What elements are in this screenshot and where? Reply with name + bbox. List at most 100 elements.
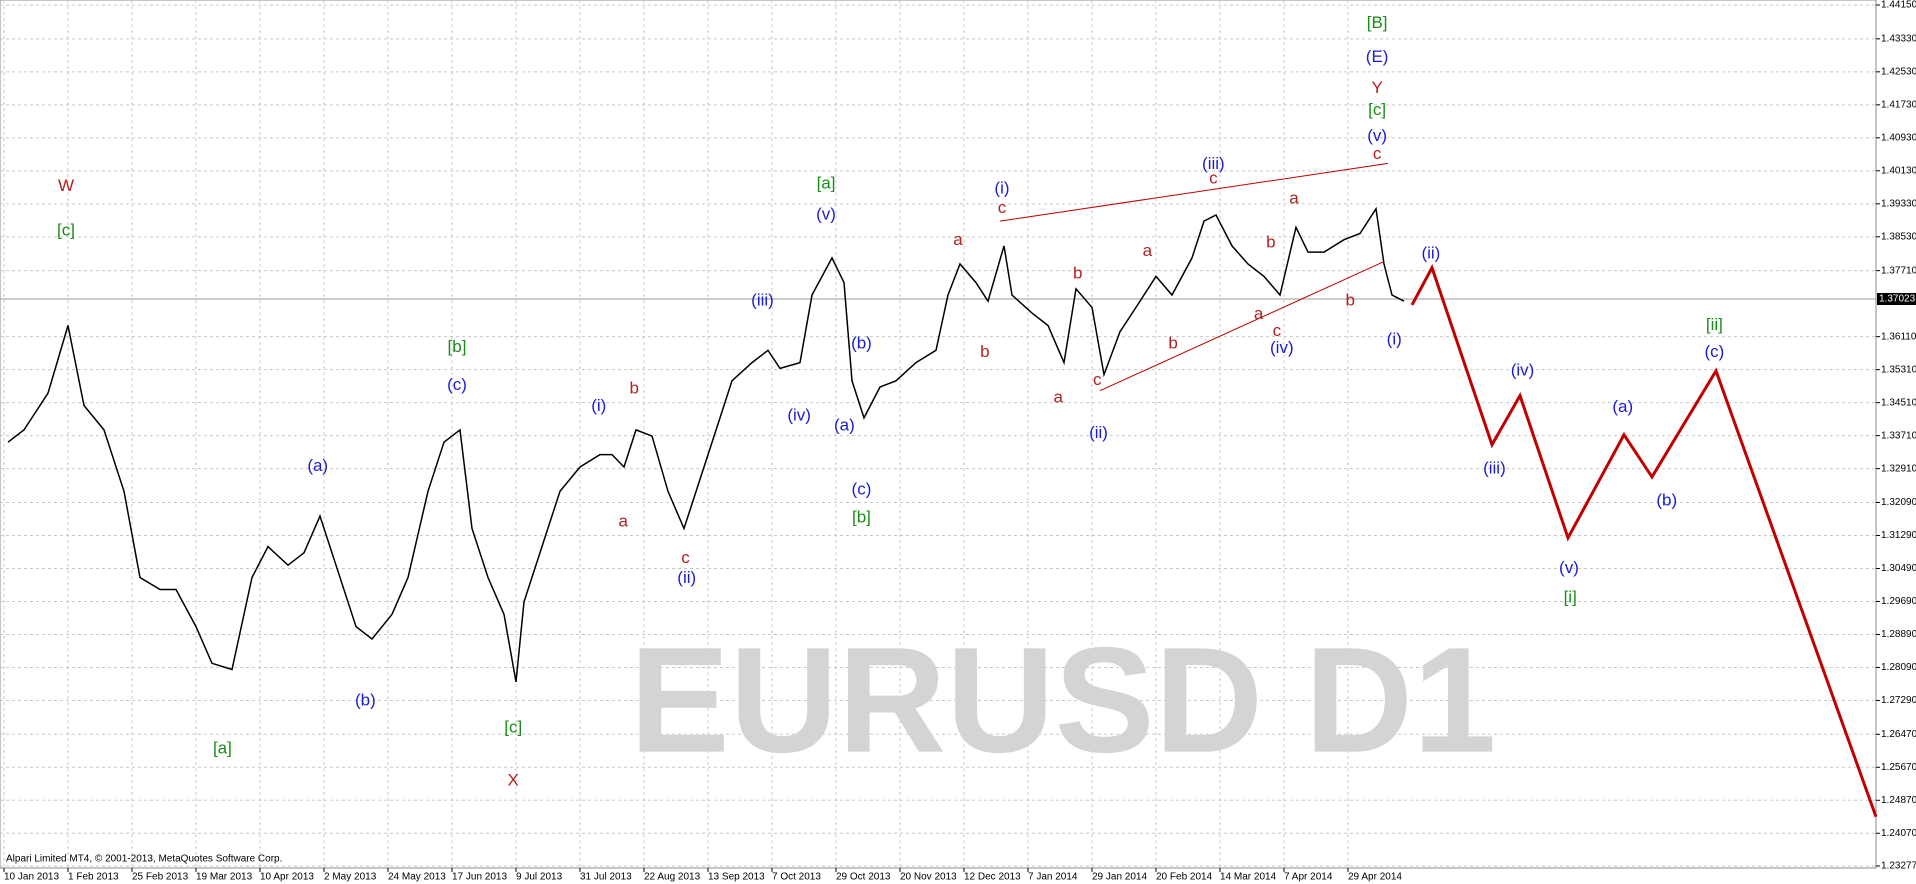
y-tick-label: 1.34510 (1881, 397, 1916, 408)
wave-label: a (1143, 241, 1153, 260)
wave-label: (c) (447, 375, 467, 394)
y-tick-label: 1.33710 (1881, 430, 1916, 441)
x-tick-label: 7 Apr 2014 (1284, 872, 1333, 883)
x-tick-label: 7 Jan 2014 (1028, 872, 1078, 883)
wave-label: [i] (1564, 587, 1577, 606)
y-tick-label: 1.42530 (1881, 66, 1916, 77)
projection-line (1410, 264, 1878, 818)
x-tick-label: 14 Mar 2014 (1220, 872, 1277, 883)
wave-label: [c] (504, 718, 522, 737)
wave-label: a (618, 511, 628, 530)
y-tick-label: 1.32910 (1881, 463, 1916, 474)
wave-label: [B] (1367, 13, 1388, 32)
y-tick-label: 1.29690 (1881, 596, 1916, 607)
wave-label: (c) (1704, 342, 1724, 361)
wave-label: (iv) (1270, 338, 1294, 357)
y-tick-label: 1.37710 (1881, 265, 1916, 276)
wave-label: b (980, 342, 989, 361)
wave-label: (b) (355, 691, 376, 710)
wave-label: c (1209, 169, 1218, 188)
y-tick-label: 1.40930 (1881, 132, 1916, 143)
y-tick-label: 1.28090 (1881, 662, 1916, 673)
watermark: EURUSD D1 (630, 616, 1497, 784)
x-tick-label: 10 Apr 2013 (260, 872, 314, 883)
y-tick-label: 1.32090 (1881, 497, 1916, 508)
wave-label: (iv) (787, 406, 811, 425)
wave-label: (v) (1559, 558, 1579, 577)
wave-label: [a] (213, 738, 232, 757)
y-tick-label: 1.24070 (1881, 828, 1916, 839)
trendline (999, 162, 1389, 222)
wave-label: b (1346, 290, 1355, 309)
wave-label: (ii) (677, 568, 696, 587)
plot-area (0, 0, 1877, 869)
wave-label: (i) (994, 179, 1009, 198)
y-tick-label: 1.23277 (1881, 861, 1916, 872)
current-price-box (1877, 292, 1916, 305)
x-tick-label: 24 May 2013 (388, 872, 446, 883)
y-tick-label: 1.36110 (1881, 331, 1916, 342)
wave-label: [c] (1368, 100, 1386, 119)
wave-label: (iv) (1511, 360, 1535, 379)
x-tick-label: 22 Aug 2013 (644, 872, 701, 883)
x-tick-label: 17 Jun 2013 (452, 872, 507, 883)
y-tick-label: 1.27290 (1881, 695, 1916, 706)
wave-label: a (1254, 304, 1264, 323)
wave-label: c (681, 548, 690, 567)
price-line (7, 206, 1405, 683)
wave-label: (i) (591, 396, 606, 415)
x-tick-label: 20 Nov 2013 (900, 872, 957, 883)
wave-label: (iii) (1483, 458, 1506, 477)
x-tick-label: 7 Oct 2013 (772, 872, 821, 883)
y-tick-label: 1.35310 (1881, 364, 1916, 375)
wave-label: Y (1371, 78, 1382, 97)
wave-label: a (1053, 387, 1063, 406)
wave-label: a (1289, 188, 1299, 207)
y-tick-label: 1.39330 (1881, 198, 1916, 209)
wave-label: (b) (851, 333, 872, 352)
x-tick-label: 10 Jan 2013 (4, 872, 59, 883)
wave-label: b (1073, 263, 1082, 282)
y-tick-label: 1.38530 (1881, 231, 1916, 242)
wave-label: (b) (1656, 490, 1677, 509)
y-tick-label: 1.30490 (1881, 563, 1916, 574)
x-tick-label: 2 May 2013 (324, 872, 377, 883)
x-tick-label: 9 Jul 2013 (516, 872, 563, 883)
y-tick-label: 1.24870 (1881, 795, 1916, 806)
wave-label: (v) (1367, 126, 1387, 145)
wave-label: (a) (1612, 397, 1633, 416)
wave-label: W (58, 176, 74, 195)
y-tick-label: 1.40130 (1881, 165, 1916, 176)
wave-label: c (1273, 321, 1282, 340)
y-tick-label: 1.26470 (1881, 729, 1916, 740)
wave-label: (c) (852, 479, 872, 498)
x-tick-label: 1 Feb 2013 (68, 872, 119, 883)
wave-label: c (998, 198, 1007, 217)
y-tick-label: 1.28890 (1881, 629, 1916, 640)
wave-label: (iii) (751, 290, 774, 309)
current-price-label: 1.37023 (1879, 294, 1916, 305)
x-tick-label: 19 Mar 2013 (196, 872, 253, 883)
wave-label: (i) (1387, 330, 1402, 349)
wave-label: (ii) (1421, 244, 1440, 263)
wave-label: (E) (1366, 47, 1389, 66)
trendline (1099, 261, 1385, 392)
wave-label: a (953, 230, 963, 249)
wave-label: [b] (448, 337, 467, 356)
wave-label: [ii] (1706, 315, 1723, 334)
wave-label: X (508, 770, 519, 789)
wave-label: (iii) (1202, 154, 1225, 173)
wave-label: [a] (817, 174, 836, 193)
y-tick-label: 1.44150 (1881, 0, 1916, 11)
x-tick-label: 29 Jan 2014 (1092, 872, 1147, 883)
y-tick-label: 1.41730 (1881, 99, 1916, 110)
x-tick-label: 12 Dec 2013 (964, 872, 1021, 883)
x-tick-label: 29 Apr 2014 (1348, 872, 1402, 883)
wave-label: (a) (307, 456, 328, 475)
x-tick-label: 20 Feb 2014 (1156, 872, 1213, 883)
wave-label: c (1093, 370, 1102, 389)
wave-label: b (1266, 233, 1275, 252)
x-tick-label: 31 Jul 2013 (580, 872, 632, 883)
wave-label: b (1168, 333, 1177, 352)
